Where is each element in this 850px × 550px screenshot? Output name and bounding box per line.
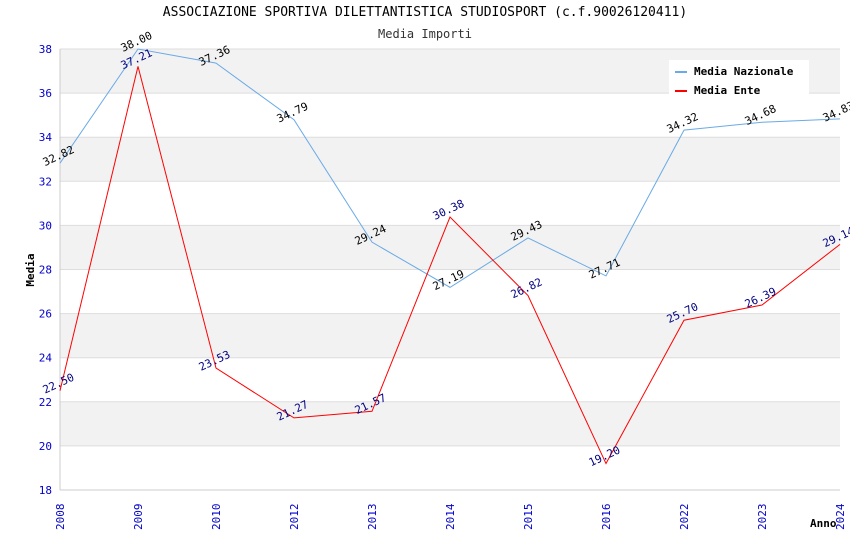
- series-line: [59, 48, 841, 288]
- y-tick-label: 18: [39, 484, 52, 497]
- chart-subtitle: Media Importi: [378, 27, 472, 41]
- y-axis-label: Media: [24, 253, 37, 286]
- legend-label: Media Nazionale: [694, 65, 794, 78]
- series-lines: [59, 48, 841, 465]
- x-tick-label: 2016: [600, 504, 613, 531]
- x-tick-label: 2013: [366, 504, 379, 531]
- x-tick-label: 2009: [132, 504, 145, 531]
- grid-band: [60, 313, 840, 358]
- legend-box: [669, 60, 809, 96]
- x-tick-labels: 2008 2009 2010 2012 2013 2014 2015 2016 2022 2023…: [54, 503, 847, 530]
- y-tick-labels: 18 20 22 24 26 28 30 32 34 36 38: [39, 43, 53, 497]
- grid-band: [60, 357, 840, 402]
- y-tick-label: 24: [39, 352, 53, 365]
- y-tick-label: 30: [39, 219, 52, 232]
- y-tick-label: 22: [39, 396, 52, 409]
- x-tick-label: 2008: [54, 504, 67, 531]
- grid-band: [60, 225, 840, 270]
- x-tick-label: 2012: [288, 504, 301, 531]
- y-tick-label: 26: [39, 308, 52, 321]
- grid-band: [60, 137, 840, 182]
- x-tick-label: 2010: [210, 504, 223, 531]
- x-tick-label: 2022: [678, 504, 691, 531]
- y-tick-label: 34: [39, 131, 53, 144]
- x-tick-label: 2024: [834, 503, 847, 530]
- y-tick-label: 32: [39, 175, 52, 188]
- grid-band: [60, 401, 840, 446]
- legend: Media Nazionale Media Ente: [669, 60, 809, 97]
- y-tick-label: 36: [39, 87, 52, 100]
- grid-band: [60, 93, 840, 138]
- grid-band: [60, 269, 840, 314]
- grid-band: [60, 445, 840, 490]
- series-line: [59, 66, 841, 465]
- x-axis-label: Anno: [810, 517, 837, 530]
- legend-label: Media Ente: [694, 84, 761, 97]
- grid-bands: [60, 49, 840, 490]
- x-tick-label: 2023: [756, 504, 769, 531]
- x-tick-label: 2014: [444, 503, 457, 530]
- y-tick-label: 38: [39, 43, 52, 56]
- axes: [59, 49, 840, 491]
- y-tick-label: 28: [39, 264, 52, 277]
- x-tick-label: 2015: [522, 504, 535, 531]
- y-tick-label: 20: [39, 440, 52, 453]
- chart-title: ASSOCIAZIONE SPORTIVA DILETTANTISTICA ST…: [162, 5, 688, 20]
